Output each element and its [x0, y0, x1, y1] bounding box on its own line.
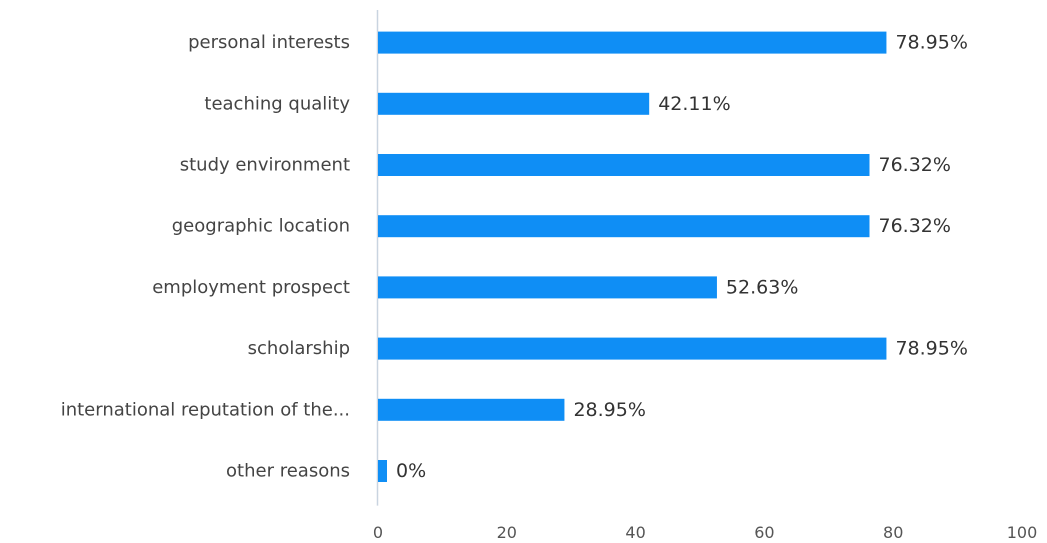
data-label: 76.32%	[879, 215, 951, 237]
x-tick-label: 20	[497, 523, 517, 542]
category-label: employment prospect	[152, 277, 350, 298]
category-label: other reasons	[226, 461, 350, 482]
category-label: international reputation of the...	[61, 399, 350, 420]
category-label: study environment	[180, 155, 350, 176]
category-label: personal interests	[188, 32, 350, 53]
bar[interactable]	[378, 276, 717, 299]
bar[interactable]	[378, 398, 565, 421]
bar[interactable]	[378, 92, 650, 115]
bar[interactable]	[378, 337, 887, 360]
data-label: 78.95%	[895, 338, 967, 360]
x-tick-labels-group: 0 20 40 60 80 100	[373, 523, 1037, 542]
category-label: geographic location	[172, 216, 350, 237]
bars-group	[378, 31, 887, 482]
category-label: scholarship	[248, 338, 350, 359]
x-tick-label: 60	[754, 523, 774, 542]
bar[interactable]	[378, 31, 887, 54]
x-tick-label: 100	[1007, 523, 1038, 542]
bar[interactable]	[378, 154, 870, 176]
bar[interactable]	[378, 460, 387, 482]
x-tick-label: 0	[373, 523, 383, 542]
data-label: 0%	[396, 460, 426, 482]
bar[interactable]	[378, 215, 870, 238]
value-labels-group: 78.95% 42.11% 76.32% 76.32% 52.63% 78.95% 28.9…	[396, 32, 968, 482]
x-tick-label: 80	[883, 523, 903, 542]
data-label: 76.32%	[879, 154, 951, 176]
data-label: 28.95%	[573, 399, 645, 421]
data-label: 52.63%	[726, 276, 798, 298]
x-tick-label: 40	[625, 523, 645, 542]
data-label: 42.11%	[658, 93, 730, 115]
data-label: 78.95%	[895, 32, 967, 54]
category-labels-group: personal interests teaching quality study …	[61, 32, 351, 481]
category-label: teaching quality	[204, 93, 350, 114]
